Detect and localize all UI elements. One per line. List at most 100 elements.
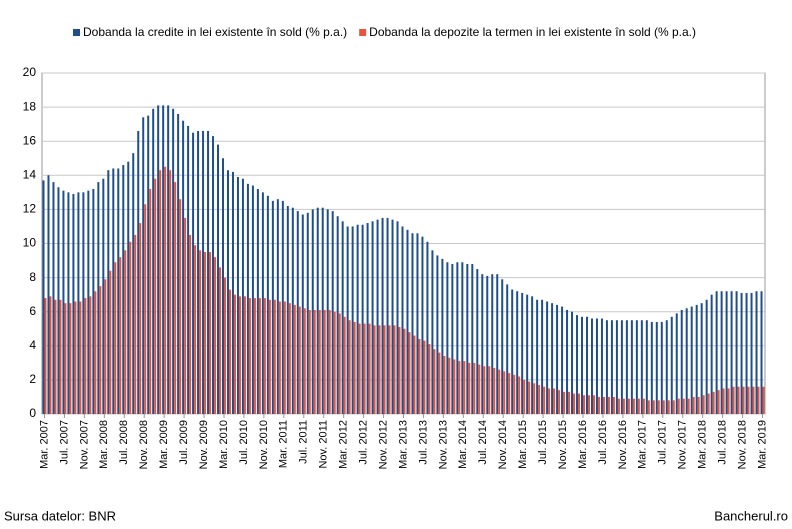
x-tick-label: Mar. 2010	[218, 420, 230, 469]
legend-label: Dobanda la credite in lei existente în s…	[83, 25, 347, 39]
bar	[223, 277, 226, 414]
source: Sursa datelor: BNR	[4, 508, 116, 523]
bar	[112, 168, 115, 414]
bar	[576, 315, 579, 414]
bar	[144, 204, 147, 414]
bar	[585, 316, 588, 414]
bar	[471, 263, 474, 414]
bar	[518, 376, 521, 414]
y-tick-label: 0	[29, 406, 36, 420]
bar	[692, 396, 695, 414]
bar	[122, 165, 125, 414]
bar	[607, 396, 610, 414]
bar	[431, 250, 434, 414]
bar	[231, 171, 234, 414]
x-tick-label: Mar. 2019	[756, 420, 768, 469]
credit: Bancherul.ro	[714, 508, 788, 523]
bar	[74, 301, 77, 414]
bar	[368, 323, 371, 414]
x-tick-label: Mar. 2018	[697, 420, 709, 469]
bar	[755, 291, 758, 414]
bar	[413, 335, 416, 414]
bar	[602, 396, 605, 414]
bar	[87, 190, 90, 414]
bar	[473, 362, 476, 414]
bar	[266, 195, 269, 414]
bar	[129, 241, 132, 414]
bar	[546, 301, 549, 414]
bar	[610, 320, 613, 414]
bar	[456, 262, 459, 414]
bar	[59, 299, 62, 414]
bar	[54, 299, 57, 414]
bar	[690, 306, 693, 414]
x-tick-label: Jul. 2011	[298, 420, 310, 464]
bar	[251, 185, 254, 414]
bar	[657, 400, 660, 414]
bar	[548, 388, 551, 414]
bar	[762, 386, 765, 414]
bar	[298, 306, 301, 414]
bar	[62, 190, 65, 414]
x-tick-label: Mar. 2008	[98, 420, 110, 469]
bar	[652, 400, 655, 414]
bar	[291, 207, 294, 414]
bar	[393, 325, 396, 414]
bar	[233, 294, 236, 414]
bar	[303, 308, 306, 414]
bar	[328, 309, 331, 414]
x-tick-label: Jul. 2010	[238, 420, 250, 465]
bar	[508, 373, 511, 414]
bar	[667, 400, 670, 414]
bar	[597, 396, 600, 414]
bar	[403, 328, 406, 414]
bar	[174, 182, 177, 414]
x-tick-label: Nov. 2009	[198, 420, 210, 469]
x-tick-label: Mar. 2013	[397, 420, 409, 469]
bar	[478, 364, 481, 414]
bar	[179, 199, 182, 414]
bar	[687, 398, 690, 414]
bar	[366, 223, 369, 414]
bar	[296, 211, 299, 414]
bar	[752, 386, 755, 414]
bar	[271, 200, 274, 414]
x-tick-label: Nov. 2011	[318, 420, 330, 469]
bar	[543, 386, 546, 414]
bar	[301, 214, 304, 414]
bar	[528, 381, 531, 414]
bar	[727, 388, 730, 414]
bar	[436, 255, 439, 414]
bar	[637, 398, 640, 414]
bar	[605, 320, 608, 414]
bar	[323, 309, 326, 414]
bar	[159, 170, 162, 414]
bar	[114, 262, 117, 414]
bar	[461, 262, 464, 414]
x-tick-label: Jul. 2009	[178, 420, 190, 465]
x-tick-label: Mar. 2007	[38, 420, 50, 469]
bar	[526, 294, 529, 414]
bar	[488, 366, 491, 414]
bar	[197, 130, 200, 414]
bar	[627, 398, 630, 414]
bar	[707, 393, 710, 414]
bar	[583, 395, 585, 414]
bar	[677, 398, 680, 414]
y-tick-label: 12	[23, 202, 37, 216]
bar	[263, 298, 266, 414]
bar	[152, 108, 155, 415]
bar	[378, 325, 381, 414]
bar	[236, 177, 239, 414]
bar	[336, 216, 339, 414]
bar	[700, 303, 703, 414]
bar	[443, 356, 446, 414]
bar	[423, 340, 426, 414]
bar	[451, 263, 454, 414]
bar	[172, 108, 175, 415]
bar	[261, 192, 264, 414]
y-tick-label: 4	[29, 338, 36, 352]
bar	[595, 318, 598, 414]
x-tick-label: Nov. 2017	[677, 420, 689, 469]
bar	[416, 233, 419, 414]
